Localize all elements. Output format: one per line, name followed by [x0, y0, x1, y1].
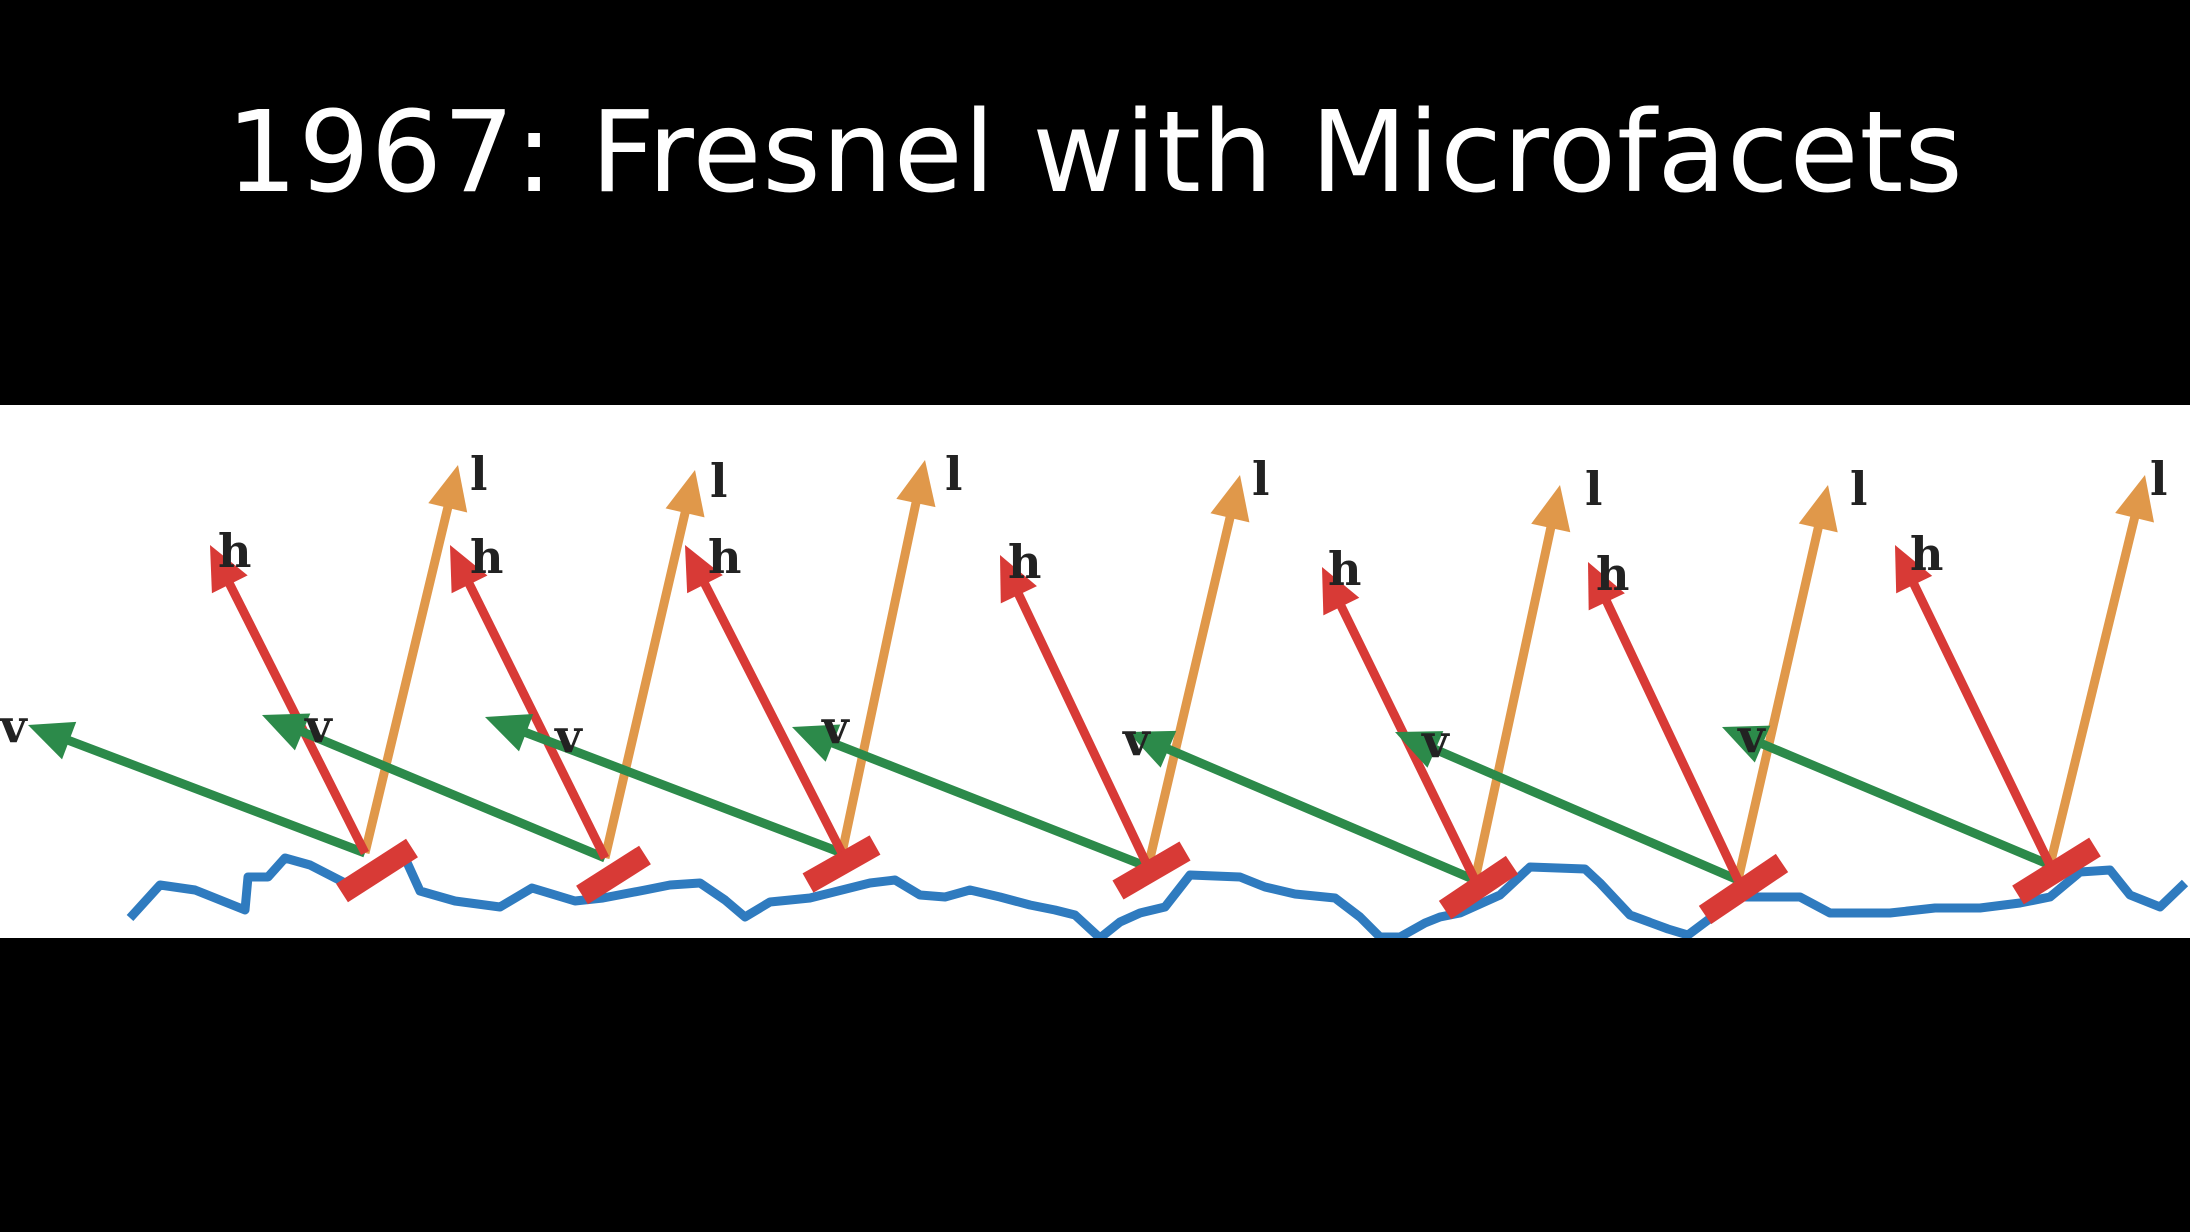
light-vector-label: l	[710, 454, 727, 508]
half-vector-label: h	[1328, 542, 1361, 596]
half-vector-arrow	[685, 545, 847, 856]
facet-segment	[1112, 841, 1191, 900]
view-vector-label: v	[1122, 712, 1151, 766]
light-vector-arrow	[360, 465, 468, 855]
half-vector-arrow	[1895, 545, 2055, 867]
light-vector-arrow	[1733, 485, 1838, 881]
view-vector-label: v	[304, 699, 333, 753]
light-vector-arrow	[2045, 475, 2155, 867]
microfacet-6: vhl	[1395, 462, 1867, 925]
half-vector-label: h	[1910, 527, 1943, 581]
view-vector-label: v	[821, 700, 850, 754]
half-vector-arrow	[1322, 567, 1480, 882]
view-vector-label: v	[1421, 714, 1450, 768]
view-vector-arrow	[1395, 731, 1740, 885]
view-vector-arrow	[1128, 730, 1477, 885]
view-vector-arrow	[1722, 725, 2052, 870]
light-vector-label: l	[2150, 452, 2167, 506]
light-vector-label: l	[1252, 452, 1269, 506]
view-vector-label: v	[554, 709, 583, 763]
light-vector-arrow	[1143, 475, 1250, 869]
microfacet-7: vhl	[1722, 452, 2167, 905]
half-vector-arrow	[450, 545, 610, 860]
light-vector-arrow	[837, 460, 936, 854]
half-vector-label: h	[470, 530, 503, 584]
half-vector-label: h	[708, 530, 741, 584]
half-vector-label: h	[218, 524, 251, 578]
microfacet-4: v h l	[792, 452, 1269, 900]
microfacet-3: vhl	[485, 447, 962, 893]
slide-title: 1967: Fresnel with Microfacets	[226, 88, 1964, 218]
half-vector-arrow	[1588, 562, 1743, 882]
rough-surface-line	[126, 853, 2189, 938]
view-vector-label: v	[0, 699, 28, 753]
light-vector-label: l	[1585, 462, 1602, 516]
facet-segment	[576, 845, 651, 905]
half-vector-arrow	[1000, 555, 1153, 869]
facet-segment	[336, 838, 418, 903]
microfacet-1: v h l	[0, 447, 487, 903]
facet-segment	[1698, 853, 1789, 925]
view-vector-arrow	[262, 713, 607, 863]
half-vector-label: h	[1008, 535, 1041, 589]
light-vector-label: l	[1850, 462, 1867, 516]
light-vector-arrow	[1470, 485, 1571, 881]
light-vector-arrow	[600, 470, 705, 860]
view-vector-arrow	[485, 713, 844, 858]
light-vector-label: l	[470, 447, 487, 501]
light-vector-label: l	[945, 447, 962, 501]
half-vector-label: h	[1596, 547, 1629, 601]
facet-segment	[802, 835, 881, 893]
view-vector-label: v	[1737, 709, 1766, 763]
facet-segment	[2012, 837, 2101, 905]
microfacet-2: v h l	[262, 454, 727, 905]
facet-segment	[1438, 855, 1519, 920]
view-vector-arrow	[28, 721, 367, 858]
view-vector-arrow	[792, 724, 1150, 872]
